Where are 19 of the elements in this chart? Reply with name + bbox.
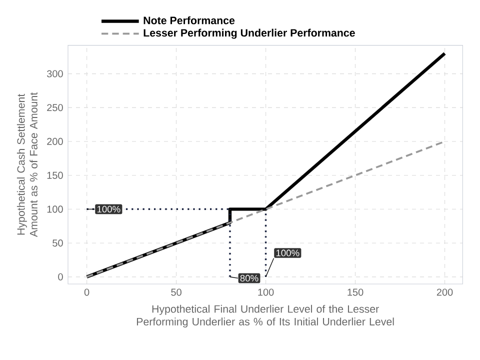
y-axis-title: Hypothetical Cash Settlement Amount as % of Face Amount	[16, 92, 38, 237]
y-tick-label: 100	[47, 206, 63, 213]
y-tick-label: 150	[47, 172, 63, 179]
legend-label: Note Performance	[144, 16, 235, 24]
y-tick-label: 300	[46, 70, 63, 78]
y-tick-label: 200	[47, 138, 63, 146]
annotation: 80%	[240, 274, 258, 282]
y-tick-label: 0	[58, 273, 63, 280]
x-tick-label: 200	[436, 288, 453, 296]
y-tick-label: 250	[47, 104, 63, 112]
annotation: 100%	[97, 206, 120, 212]
y-tick-label: 50	[52, 239, 63, 247]
legend-label: Lesser Performing Underlier Performance	[144, 28, 355, 39]
x-tick-label: 0	[84, 288, 90, 296]
x-tick-label: 150	[348, 288, 364, 296]
x-tick-label: 50	[171, 288, 182, 296]
x-tick-label: 100	[258, 288, 274, 296]
annotation: 100%	[276, 250, 300, 256]
x-axis-title: Hypothetical Final Underlier Level of the Lesser Performing Underlier as % of Its Initial Underlier Level	[136, 304, 394, 328]
